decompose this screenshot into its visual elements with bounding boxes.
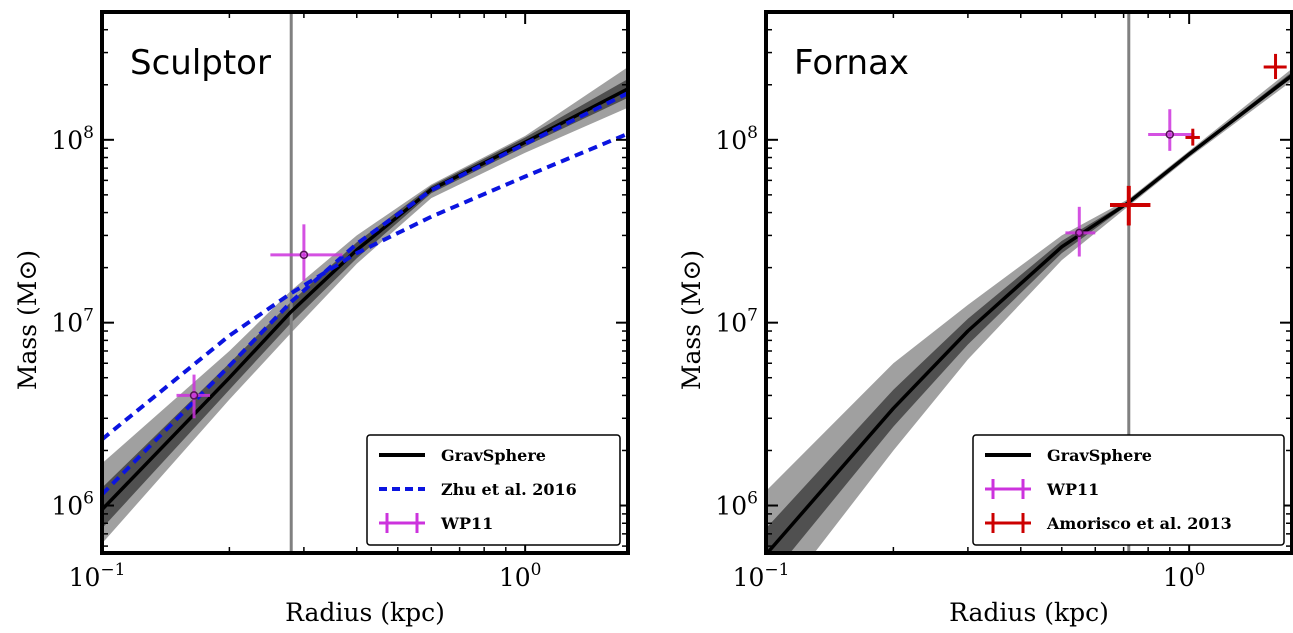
y-tick-label: 107 <box>715 306 758 338</box>
confidence-band-outer <box>766 68 1292 553</box>
legend-entry: WP11 <box>985 479 1099 499</box>
panel-title: Sculptor <box>130 43 271 83</box>
legend-label: WP11 <box>440 514 493 533</box>
x-tick-label: 100 <box>499 560 542 592</box>
legend-label: Amorisco et al. 2013 <box>1046 514 1232 533</box>
legend-label: GravSphere <box>441 446 546 465</box>
legend: GravSphere Zhu et al. 2016 WP11 <box>366 434 621 546</box>
y-tick-label: 108 <box>715 123 758 155</box>
legend-label: Zhu et al. 2016 <box>441 480 577 499</box>
legend-entry: Amorisco et al. 2013 <box>985 513 1232 533</box>
panel-title: Fornax <box>794 43 909 83</box>
legend-box <box>366 434 621 546</box>
legend-label: GravSphere <box>1047 446 1152 465</box>
series-line <box>102 87 628 511</box>
y-tick-label: 106 <box>51 489 94 521</box>
series-line <box>766 74 1292 553</box>
point-marker <box>1075 228 1084 238</box>
y-axis-label: Mass (M⊙) <box>677 250 706 390</box>
series-line <box>102 131 628 441</box>
x-tick-label: 10−1 <box>733 560 790 592</box>
legend: GravSphere WP11 Amorisco et al. 2013 <box>972 434 1285 546</box>
legend-entry: GravSphere <box>985 446 1152 465</box>
y-tick-label: 108 <box>51 123 94 155</box>
y-tick-label: 106 <box>715 489 758 521</box>
legend-entry: WP11 <box>379 513 493 533</box>
x-axis-label: Radius (kpc) <box>285 598 445 627</box>
data-point <box>1065 206 1096 257</box>
plot-frame <box>764 10 1293 555</box>
confidence-band-inner <box>766 72 1292 553</box>
point-marker <box>299 250 309 260</box>
legend-entry: Zhu et al. 2016 <box>379 480 577 499</box>
plot-area <box>102 12 628 553</box>
sculptor-panel: Sculptor Radius (kpc) Mass (M⊙) 10−1 100 1… <box>13 10 630 627</box>
point-marker <box>1165 130 1175 139</box>
y-axis-label: Mass (M⊙) <box>13 250 42 390</box>
plot-area <box>766 12 1292 553</box>
x-axis-label: Radius (kpc) <box>949 598 1109 627</box>
legend-label: WP11 <box>1046 480 1099 499</box>
plot-frame <box>100 10 630 555</box>
legend-box <box>972 434 1285 546</box>
data-point <box>270 224 343 281</box>
x-tick-label: 10−1 <box>69 560 126 592</box>
x-tick-label: 100 <box>1163 560 1206 592</box>
data-point <box>176 374 211 419</box>
series-line <box>102 91 628 496</box>
fornax-panel: Fornax Radius (kpc) Mass (M⊙) 10−1 100 106… <box>677 10 1293 627</box>
data-point <box>1148 109 1195 151</box>
legend-entry: GravSphere <box>379 446 546 465</box>
data-point <box>1109 185 1151 226</box>
data-point <box>1185 128 1200 146</box>
y-tick-label: 107 <box>51 306 94 338</box>
data-point <box>1263 53 1287 80</box>
point-marker <box>189 391 199 400</box>
